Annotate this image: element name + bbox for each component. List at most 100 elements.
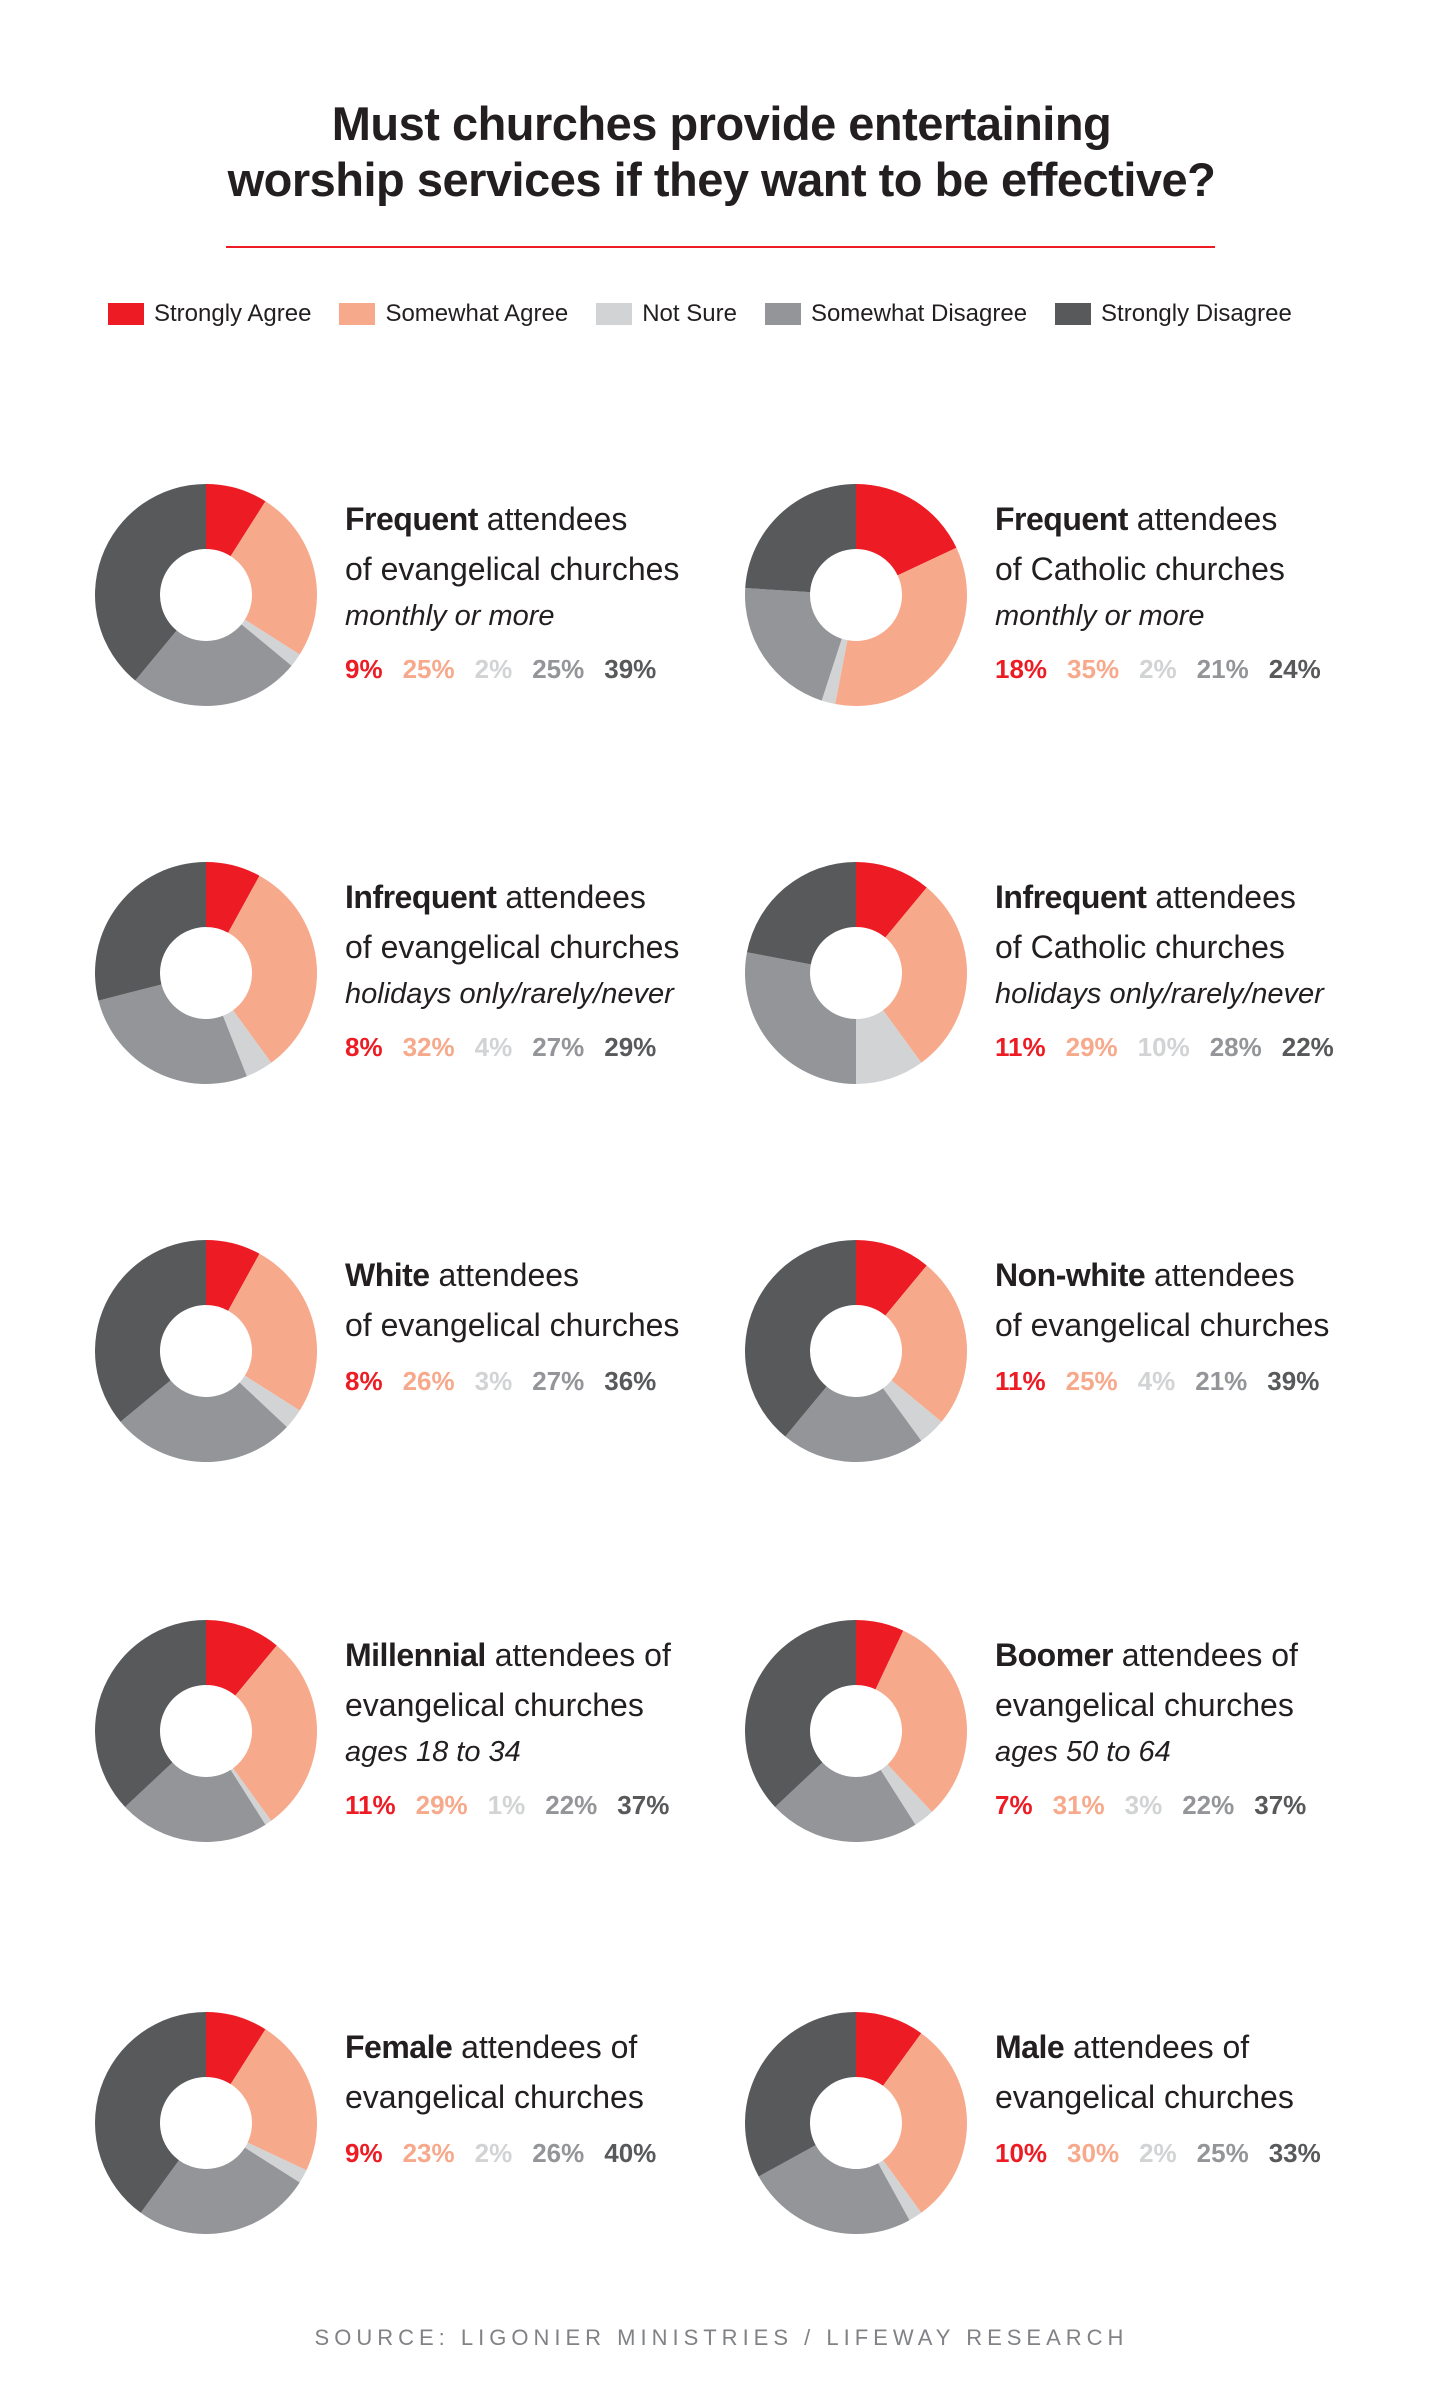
- percent-label-somewhat-disagree: 25%: [1196, 2138, 1249, 2168]
- donut-chart: [745, 1240, 967, 1462]
- caption-line-1: Millennial attendees of: [345, 1630, 689, 1680]
- legend-label: Somewhat Agree: [385, 300, 569, 327]
- donut-slice-somewhat-disagree: [98, 984, 247, 1084]
- donut-chart: [745, 862, 967, 1084]
- donut-slice-not-sure: [878, 2160, 922, 2221]
- percent-label-somewhat-agree: 35%: [1067, 654, 1120, 684]
- percent-labels: 10% 30% 2% 25% 33%: [995, 2138, 1341, 2169]
- percent-label-not-sure: 4%: [474, 1032, 513, 1062]
- percent-label-somewhat-disagree: 22%: [545, 1790, 598, 1820]
- percent-labels: 9% 25% 2% 25% 39%: [345, 654, 679, 685]
- donut-slice-somewhat-disagree: [785, 1386, 922, 1462]
- caption-line-1: White attendees: [345, 1250, 679, 1300]
- legend-item-strongly-agree: Strongly Agree: [108, 300, 311, 328]
- donut-slice-strongly-disagree: [95, 862, 206, 1001]
- caption-rest: attendees: [429, 1257, 580, 1293]
- caption-subtitle: monthly or more: [995, 600, 1205, 632]
- percent-label-not-sure: 4%: [1137, 1366, 1176, 1396]
- donut-chart-item: Boomer attendees of evangelical churches a…: [745, 1620, 1326, 1842]
- donut-slice-somewhat-disagree: [140, 2147, 300, 2234]
- donut-chart-item: Millennial attendees of evangelical churc…: [95, 1620, 689, 1842]
- legend-label: Somewhat Disagree: [810, 300, 1028, 327]
- percent-label-somewhat-disagree: 21%: [1196, 654, 1249, 684]
- donut-chart: [95, 1240, 317, 1462]
- caption-subtitle: monthly or more: [345, 600, 555, 632]
- legend: Strongly Agree Somewhat Agree Not Sure Some…: [108, 300, 1320, 328]
- caption-rest: attendees of: [485, 1637, 671, 1673]
- source-note: SOURCE: LIGONIER MINISTRIES / LIFEWAY RE…: [314, 2325, 1129, 2350]
- percent-label-strongly-disagree: 22%: [1281, 1032, 1334, 1062]
- percent-label-strongly-agree: 11%: [995, 1366, 1046, 1396]
- caption-line-1: Boomer attendees of: [995, 1630, 1326, 1680]
- percent-label-somewhat-agree: 29%: [1065, 1032, 1118, 1062]
- donut-slice-strongly-agree: [206, 1620, 277, 1696]
- caption-subtitle: ages 18 to 34: [345, 1736, 521, 1768]
- donut-chart-item: Infrequent attendees of Catholic churches…: [745, 862, 1354, 1084]
- caption-group: Boomer: [995, 1637, 1113, 1673]
- chart-title: Must churches provide entertaining worsh…: [0, 96, 1443, 208]
- donut-slice-somewhat-agree: [885, 1265, 967, 1422]
- donut-slice-somewhat-agree: [883, 887, 967, 1063]
- caption-line-1: Female attendees of: [345, 2022, 676, 2072]
- percent-label-somewhat-disagree: 27%: [532, 1032, 585, 1062]
- caption-rest: attendees of: [1064, 2029, 1250, 2065]
- donut-chart: [95, 484, 317, 706]
- donut-slice-somewhat-agree: [230, 2029, 317, 2171]
- caption-subtitle: holidays only/rarely/never: [995, 978, 1324, 1010]
- legend-item-somewhat-agree: Somewhat Agree: [339, 300, 568, 328]
- caption-line-1: Infrequent attendees: [995, 872, 1354, 922]
- percent-label-somewhat-disagree: 25%: [532, 654, 585, 684]
- caption-line-2: of evangelical churches: [345, 551, 680, 587]
- donut-chart: [745, 1620, 967, 1842]
- donut-chart-item: Infrequent attendees of evangelical churc…: [95, 862, 679, 1084]
- percent-label-strongly-agree: 9%: [345, 2138, 383, 2168]
- donut-chart: [745, 484, 967, 706]
- percent-label-strongly-disagree: 24%: [1268, 654, 1321, 684]
- caption-line-2: of Catholic churches: [995, 929, 1285, 965]
- title-line-1: Must churches provide entertaining: [331, 97, 1112, 150]
- percent-label-strongly-agree: 10%: [995, 2138, 1048, 2168]
- caption-subtitle: ages 50 to 64: [995, 1736, 1171, 1768]
- donut-slice-not-sure: [230, 1768, 272, 1825]
- legend-swatch: [339, 303, 376, 325]
- caption-group: Infrequent: [995, 879, 1147, 915]
- legend-label: Not Sure: [642, 300, 737, 327]
- donut-slice-somewhat-agree: [228, 875, 317, 1063]
- percent-labels: 11% 29% 1% 22% 37%: [345, 1790, 689, 1821]
- caption-line-1: Infrequent attendees: [345, 872, 679, 922]
- donut-slice-strongly-agree: [856, 2012, 922, 2086]
- title-line-2: worship services if they want to be effe…: [227, 153, 1216, 206]
- donut-chart: [95, 1620, 317, 1842]
- caption-rest: attendees of: [1112, 1637, 1298, 1673]
- donut-slice-somewhat-disagree: [745, 588, 842, 701]
- donut-slice-not-sure: [239, 1375, 300, 1427]
- donut-slice-strongly-disagree: [95, 1620, 206, 1807]
- caption-line-2: evangelical churches: [345, 2079, 644, 2115]
- donut-chart-item: White attendees of evangelical churches 8%…: [95, 1240, 679, 1462]
- donut-slice-somewhat-disagree: [775, 1762, 916, 1842]
- donut-slice-strongly-disagree: [745, 2012, 856, 2177]
- caption-line-2: evangelical churches: [995, 1687, 1294, 1723]
- donut-slice-somewhat-agree: [230, 501, 317, 655]
- percent-label-somewhat-agree: 23%: [402, 2138, 455, 2168]
- percent-label-strongly-disagree: 39%: [604, 654, 657, 684]
- percent-label-not-sure: 1%: [487, 1790, 526, 1820]
- caption-line-2: evangelical churches: [345, 1687, 644, 1723]
- percent-label-not-sure: 2%: [474, 654, 513, 684]
- percent-label-strongly-agree: 11%: [345, 1790, 396, 1820]
- percent-label-not-sure: 3%: [474, 1366, 513, 1396]
- percent-label-not-sure: 10%: [1137, 1032, 1190, 1062]
- legend-item-not-sure: Not Sure: [596, 300, 737, 328]
- percent-label-strongly-disagree: 36%: [604, 1366, 657, 1396]
- caption-rest: attendees: [1127, 501, 1278, 537]
- donut-slice-strongly-disagree: [746, 862, 856, 965]
- donut-chart-item: Female attendees of evangelical churches 9…: [95, 2012, 676, 2234]
- legend-label: Strongly Agree: [154, 300, 312, 327]
- donut-slice-strongly-disagree: [95, 1240, 206, 1422]
- percent-label-strongly-disagree: 29%: [604, 1032, 657, 1062]
- percent-label-somewhat-disagree: 28%: [1209, 1032, 1262, 1062]
- donut-slice-somewhat-disagree: [135, 624, 292, 706]
- percent-label-strongly-disagree: 33%: [1268, 2138, 1321, 2168]
- percent-label-strongly-agree: 18%: [995, 654, 1048, 684]
- legend-item-somewhat-disagree: Somewhat Disagree: [764, 300, 1028, 328]
